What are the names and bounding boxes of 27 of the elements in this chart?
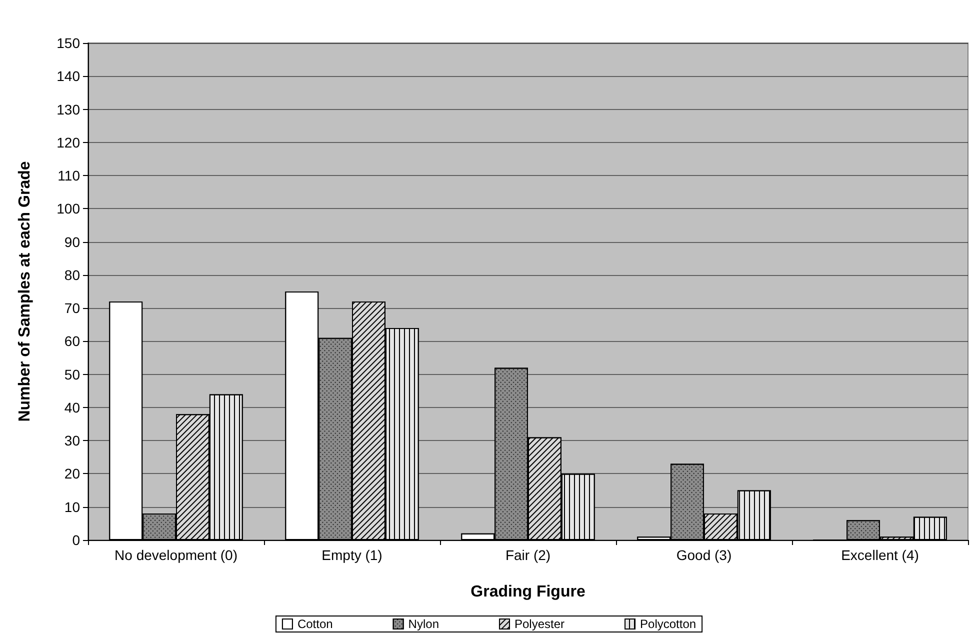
y-tick-label: 110 [58, 168, 80, 184]
x-axis-title: Grading Figure [470, 584, 586, 600]
y-tick-label: 40 [64, 399, 80, 416]
y-tick-label: 130 [56, 101, 80, 118]
y-axis-title: Number of Samples at each Grade [16, 161, 34, 422]
legend-label: Polycotton [640, 617, 696, 631]
y-tick-label: 30 [64, 432, 80, 449]
y-tick-label: 20 [64, 466, 80, 482]
x-tick-label: No development (0) [114, 547, 238, 563]
legend-label: Cotton [297, 617, 333, 631]
x-tick-label: Good (3) [676, 547, 732, 563]
y-tick-label: 50 [64, 366, 80, 382]
x-tick-label: Excellent (4) [841, 547, 919, 563]
y-tick-label: 140 [56, 68, 80, 84]
y-tick-label: 0 [72, 532, 80, 548]
x-tick-label: Empty (1) [322, 547, 382, 563]
y-tick-label: 120 [56, 134, 80, 150]
y-tick-label: 10 [64, 498, 80, 515]
legend-label: Nylon [408, 617, 439, 631]
legend-label: Polyester [514, 617, 565, 631]
y-tick-label: 60 [64, 333, 80, 350]
y-tick-label: 150 [56, 35, 80, 51]
y-tick-label: 90 [64, 234, 80, 250]
y-tick-label: 70 [64, 300, 80, 316]
x-tick-label: Fair (2) [505, 547, 551, 563]
y-tick-label: 100 [56, 200, 80, 217]
y-tick-label: 80 [64, 266, 80, 283]
